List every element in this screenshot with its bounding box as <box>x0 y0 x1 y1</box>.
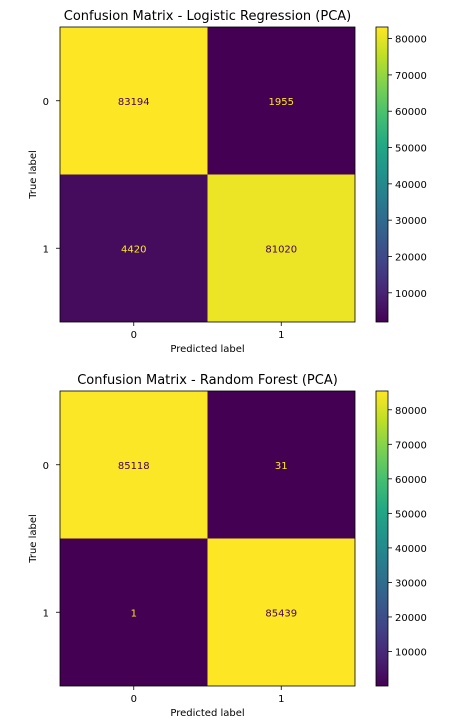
y-tick-label: 1 <box>43 244 49 255</box>
colorbar-tick-label: 70000 <box>395 440 427 451</box>
cell-value-label: 85118 <box>118 461 150 472</box>
colorbar <box>376 391 388 686</box>
cell-value-label: 1955 <box>269 97 294 108</box>
colorbar-tick-label: 20000 <box>395 252 427 263</box>
colorbar <box>376 27 388 322</box>
chart-title: Confusion Matrix - Random Forest (PCA) <box>77 373 338 388</box>
x-tick-label: 1 <box>278 330 284 341</box>
confusion-matrix-panel-2: Confusion Matrix - Random Forest (PCA) 85… <box>28 373 427 719</box>
colorbar-tick-label: 60000 <box>395 475 427 486</box>
matrix-cell <box>60 174 208 322</box>
cell-value-label: 83194 <box>118 97 150 108</box>
y-tick-label: 0 <box>43 97 49 108</box>
colorbar-tick-label: 50000 <box>395 144 427 155</box>
matrix-cell <box>60 391 208 539</box>
y-axis-label: True label <box>28 514 39 564</box>
colorbar-tick-label: 80000 <box>395 406 427 417</box>
confusion-matrix-panel-1: Confusion Matrix - Logistic Regression (… <box>28 9 427 355</box>
colorbar-tick-label: 10000 <box>395 647 427 658</box>
y-axis-label: True label <box>28 150 39 200</box>
colorbar-tick-label: 50000 <box>395 509 427 520</box>
colorbar-frame <box>375 390 389 687</box>
matrix-cell <box>60 27 208 175</box>
cell-value-label: 1 <box>131 608 137 619</box>
y-tick-label: 1 <box>43 608 49 619</box>
plot-frame <box>59 390 356 687</box>
colorbar-frame <box>375 26 389 323</box>
x-axis-label: Predicted label <box>170 344 244 355</box>
cell-value-label: 4420 <box>121 244 146 255</box>
colorbar-tick-label: 30000 <box>395 216 427 227</box>
x-tick-label: 0 <box>131 330 137 341</box>
cell-value-label: 31 <box>275 461 288 472</box>
colorbar-tick-label: 30000 <box>395 578 427 589</box>
cell-value-label: 85439 <box>265 608 297 619</box>
x-tick-label: 1 <box>278 694 284 705</box>
colorbar-tick-label: 20000 <box>395 613 427 624</box>
colorbar-tick-label: 40000 <box>395 180 427 191</box>
colorbar-tick-label: 70000 <box>395 71 427 82</box>
colorbar-tick-label: 40000 <box>395 544 427 555</box>
chart-title: Confusion Matrix - Logistic Regression (… <box>64 9 351 24</box>
matrix-cell <box>60 538 208 686</box>
matrix-cell <box>207 391 355 539</box>
matrix-cell <box>207 174 355 322</box>
colorbar-tick-label: 10000 <box>395 289 427 300</box>
cell-value-label: 81020 <box>265 244 297 255</box>
plot-frame <box>59 26 356 323</box>
colorbar-tick-label: 80000 <box>395 35 427 46</box>
matrix-cell <box>207 538 355 686</box>
matrix-cell <box>207 27 355 175</box>
x-axis-label: Predicted label <box>170 708 244 719</box>
colorbar-tick-label: 60000 <box>395 107 427 118</box>
y-tick-label: 0 <box>43 461 49 472</box>
x-tick-label: 0 <box>131 694 137 705</box>
